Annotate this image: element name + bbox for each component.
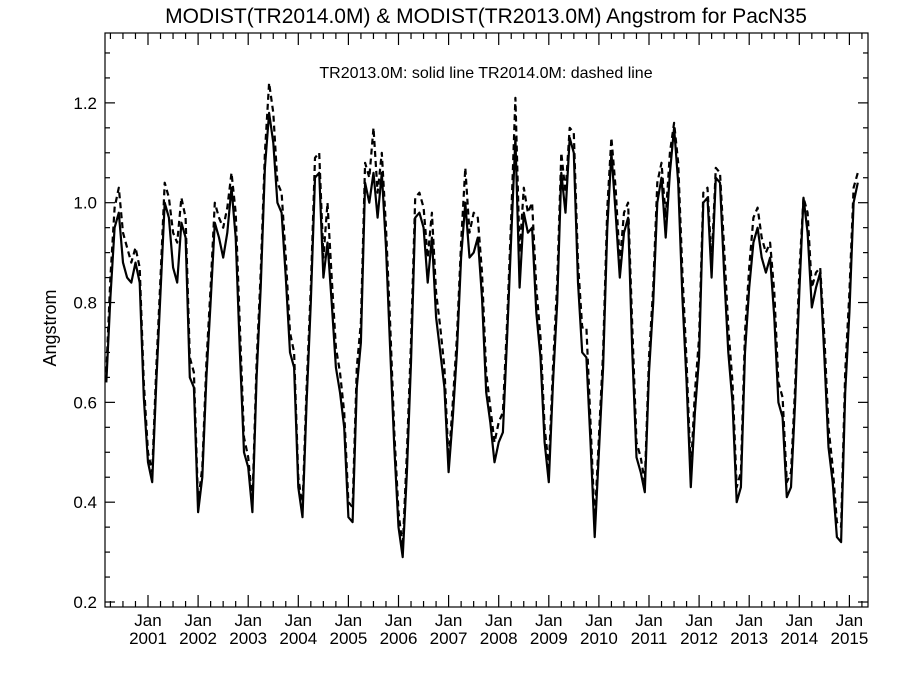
- x-tick-label-year-1: 2002: [179, 629, 217, 648]
- x-axis: Jan2001Jan2002Jan2003Jan2004Jan2005Jan20…: [109, 33, 868, 648]
- x-tick-label-year-7: 2008: [480, 629, 518, 648]
- x-tick-label-month-12: Jan: [735, 611, 762, 630]
- x-tick-label-month-6: Jan: [435, 611, 462, 630]
- plot-frame: [104, 32, 869, 608]
- x-tick-label-month-2: Jan: [234, 611, 261, 630]
- x-tick-label-year-0: 2001: [129, 629, 167, 648]
- x-tick-label-year-11: 2012: [680, 629, 718, 648]
- x-tick-label-year-13: 2014: [780, 629, 818, 648]
- x-tick-label-year-9: 2010: [580, 629, 618, 648]
- x-tick-label-year-6: 2007: [430, 629, 468, 648]
- chart-title: MODIST(TR2014.0M) & MODIST(TR2013.0M) An…: [165, 5, 807, 28]
- series-group: [105, 81, 859, 559]
- x-tick-label-month-0: Jan: [134, 611, 161, 630]
- x-tick-label-month-14: Jan: [836, 611, 863, 630]
- x-tick-label-year-8: 2009: [530, 629, 568, 648]
- x-tick-label-month-10: Jan: [635, 611, 662, 630]
- y-tick-label-1: 0.4: [73, 493, 97, 512]
- x-tick-label-month-3: Jan: [285, 611, 312, 630]
- x-tick-label-month-1: Jan: [184, 611, 211, 630]
- y-tick-label-5: 1.2: [73, 94, 97, 113]
- x-tick-label-month-4: Jan: [335, 611, 362, 630]
- x-tick-label-month-13: Jan: [786, 611, 813, 630]
- y-axis-label: Angstrom: [40, 289, 60, 366]
- x-tick-label-month-5: Jan: [385, 611, 412, 630]
- y-axis: 0.2 0.4 0.6 0.8 1.0 1.2: [73, 52, 868, 612]
- x-tick-label-month-7: Jan: [485, 611, 512, 630]
- x-tick-label-month-9: Jan: [585, 611, 612, 630]
- x-tick-label-year-4: 2005: [329, 629, 367, 648]
- x-tick-label-year-14: 2015: [830, 629, 868, 648]
- y-tick-label-4: 1.0: [73, 194, 97, 213]
- x-tick-label-year-12: 2013: [730, 629, 768, 648]
- x-tick-label-month-11: Jan: [685, 611, 712, 630]
- y-tick-label-2: 0.6: [73, 393, 97, 412]
- x-tick-label-year-5: 2006: [380, 629, 418, 648]
- x-tick-label-year-10: 2011: [631, 629, 668, 648]
- y-tick-label-3: 0.8: [73, 294, 97, 313]
- x-tick-label-year-2: 2003: [229, 629, 267, 648]
- x-tick-label-year-3: 2004: [279, 629, 317, 648]
- x-tick-label-month-8: Jan: [535, 611, 562, 630]
- y-tick-label-0: 0.2: [73, 593, 97, 612]
- series-annotation: TR2013.0M: solid line TR2014.0M: dashed …: [319, 65, 652, 82]
